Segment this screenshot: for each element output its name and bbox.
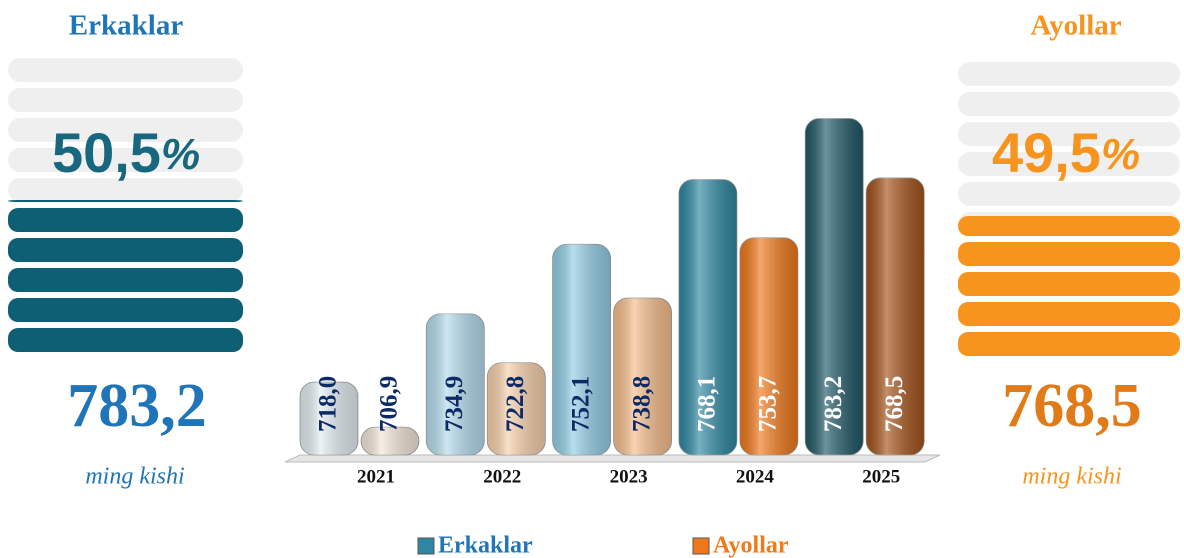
left-percent: 50,5%: [52, 121, 200, 184]
stripe: [8, 118, 243, 142]
value-label: 753,7: [755, 376, 782, 432]
value-label: 768,5: [881, 376, 908, 432]
right-percent: 49,5%: [992, 121, 1140, 184]
bar-shine: [613, 298, 672, 455]
left-unit: ming kishi: [85, 464, 184, 490]
percent-sign: %: [161, 130, 200, 179]
stripe-fill: [958, 216, 1180, 236]
value-label: 722,8: [502, 376, 529, 432]
stripe-fill: [8, 208, 243, 232]
stripe-fill: [8, 200, 243, 202]
stripe: [8, 178, 243, 202]
bar-shine: [552, 244, 611, 455]
stripe-fill: [958, 302, 1180, 326]
x-tick-label: 2024: [736, 466, 775, 487]
value-label: 752,1: [567, 376, 594, 432]
value-label: 706,9: [376, 376, 403, 432]
value-label: 734,9: [441, 376, 468, 432]
stripe-fill: [8, 298, 243, 322]
bar-shine: [426, 313, 485, 455]
x-tick-label: 2025: [862, 466, 900, 487]
stripe: [958, 122, 1180, 146]
stripe-fill: [8, 268, 243, 292]
bar-shine: [678, 179, 737, 455]
bar-shine: [361, 427, 419, 455]
right-title: Ayollar: [1030, 10, 1121, 42]
x-tick-label: 2023: [610, 466, 648, 487]
x-tick-label: 2022: [483, 466, 521, 487]
legend-swatch: [417, 537, 435, 555]
stripe: [958, 182, 1180, 206]
left-value: 783,2: [67, 372, 207, 440]
percent-value: 50,5: [52, 121, 161, 184]
stripe: [8, 88, 243, 112]
legend-label: Ayollar: [713, 533, 789, 558]
stripe: [958, 152, 1180, 176]
right-unit: ming kishi: [1022, 464, 1121, 490]
percent-value: 49,5: [992, 121, 1101, 184]
value-label: 768,1: [694, 376, 721, 432]
legend-label: Erkaklar: [438, 533, 533, 558]
left-title: Erkaklar: [69, 10, 184, 42]
percent-sign: %: [1101, 130, 1140, 179]
legend-swatch: [692, 537, 710, 555]
bar-shine: [300, 382, 358, 455]
bar-shine: [866, 177, 925, 455]
stripe-fill: [958, 242, 1180, 266]
bar-shine: [805, 118, 864, 455]
stripe-fill: [958, 332, 1180, 356]
value-label: 718,0: [315, 376, 342, 432]
bar-shine: [487, 362, 546, 455]
stripe-fill: [958, 272, 1180, 296]
x-tick-label: 2021: [357, 466, 395, 487]
right-value: 768,5: [1002, 372, 1142, 440]
value-label: 738,8: [628, 376, 655, 432]
stripe: [8, 58, 243, 82]
stripe: [958, 62, 1180, 86]
bar-shine: [739, 237, 798, 455]
value-label: 783,2: [820, 376, 847, 432]
floor: [284, 454, 941, 463]
stripe: [958, 92, 1180, 116]
stripe-fill: [8, 328, 243, 352]
stripe: [8, 148, 243, 172]
stripe-fill: [8, 238, 243, 262]
